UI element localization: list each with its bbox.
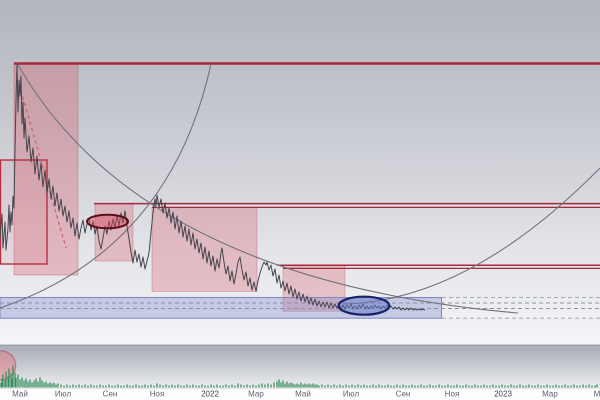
volume-pane-background — [0, 346, 600, 389]
arc-steep-crossing[interactable] — [0, 63, 212, 309]
axis-tick-label: Сен — [396, 390, 411, 399]
ellipse-annotation-blue[interactable] — [337, 295, 391, 316]
volume-bars — [0, 365, 598, 388]
axis-tick-label-year: 2022 — [201, 390, 219, 399]
ellipse-annotation-red[interactable] — [86, 213, 129, 230]
axis-tick-label: Мар — [248, 390, 264, 399]
supply-zone-2-outlined[interactable] — [0, 159, 48, 265]
axis-tick-label: Май — [295, 390, 311, 399]
pane-separator[interactable] — [0, 344, 600, 347]
supply-zone-3[interactable] — [94, 203, 134, 262]
time-axis-background[interactable] — [0, 388, 600, 400]
arc-descending-from-peak[interactable] — [16, 62, 519, 314]
volume-circle-annotation[interactable] — [0, 350, 17, 381]
axis-tick-label: Сен — [103, 390, 118, 399]
axis-tick-label: Ноя — [150, 390, 165, 399]
axis-tick-label: Июл — [343, 390, 360, 399]
dashed-red-trendline[interactable] — [18, 83, 67, 249]
axis-tick-label: Июл — [55, 390, 72, 399]
axis-tick-label: Ноя — [445, 390, 460, 399]
axis-tick-label: Мар — [542, 390, 558, 399]
time-axis: Май Июл Сен Ноя 2022 Мар Май Июл Сен Ноя… — [12, 390, 600, 399]
chart-background — [0, 0, 600, 346]
axis-tick-label: Май — [12, 390, 28, 399]
axis-tick-label-year: 2023 — [494, 390, 512, 399]
axis-tick-label: М — [594, 390, 600, 399]
supply-zone-1[interactable] — [13, 62, 79, 276]
